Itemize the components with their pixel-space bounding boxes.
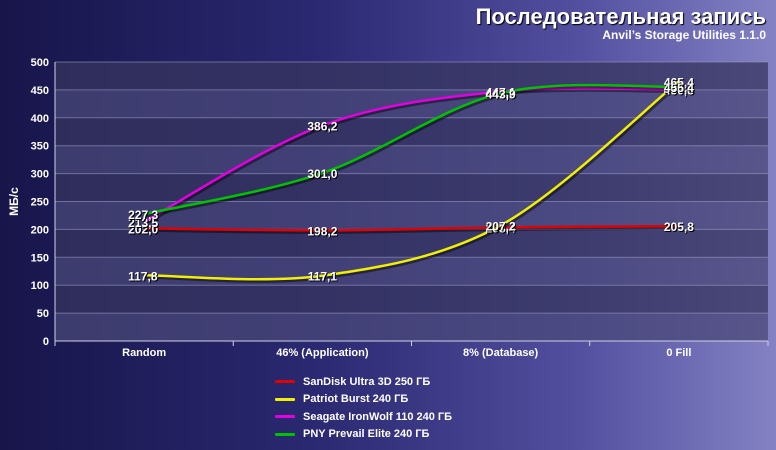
data-label-shadow: 203,4 [487,223,517,237]
plot-band [55,173,768,202]
legend-swatch [275,380,295,384]
data-label-shadow: 117,8 [129,270,159,284]
plot-band [55,313,768,341]
y-tick-label: 150 [31,252,49,264]
data-label: 207,2 [486,219,516,233]
data-label-shadow: 301,0 [308,168,338,182]
data-label-shadow: 227,3 [129,209,159,223]
y-axis-label: МБ/с [7,187,21,216]
data-label: 386,2 [307,120,337,134]
data-label: 447,1 [486,86,516,100]
y-tick-label: 50 [37,308,49,320]
y-tick-label: 450 [31,85,49,97]
y-tick-label: 400 [31,113,49,125]
data-label-shadow: 465,4 [665,76,695,90]
data-label-shadow: 447,1 [487,87,517,101]
series-line-2 [144,80,680,281]
legend-item: Patriot Burst 240 ГБ [275,391,452,409]
legend-item: Seagate IronWolf 110 240 ГБ [275,408,452,426]
data-label: 213,5 [128,216,158,230]
y-tick-label: 100 [31,280,49,292]
chart-subtitle: Anvil’s Storage Utilities 1.1.0 [602,28,766,42]
x-tick-label: 46% (Application) [276,347,369,359]
x-tick-label: 8% (Database) [463,347,539,359]
series-line-shadow [144,87,681,226]
legend-item: PNY Prevail Elite 240 ГБ [275,426,452,444]
data-label-shadow: 117,1 [309,271,339,285]
plot-band [55,145,768,174]
chart-title: Последовательная запись [475,4,766,29]
series-line-3 [143,87,679,223]
plot-band [55,201,768,230]
series-line-shadow [145,84,681,218]
data-label-shadow: 450,8 [665,84,695,98]
data-label: 205,8 [664,220,694,234]
legend-label: PNY Prevail Elite 240 ГБ [303,428,430,441]
legend-label: Seagate IronWolf 110 240 ГБ [303,410,453,423]
legend-swatch [275,397,295,401]
data-label-shadow: 205,8 [665,221,695,235]
data-label: 227,3 [128,208,158,222]
plot-band [55,229,768,258]
series-line-shadow [145,81,682,283]
data-label: 117,1 [308,270,338,284]
data-label: 443,9 [486,87,516,101]
data-label: 301,0 [307,167,337,181]
y-tick-label: 500 [31,57,49,69]
plot-band [55,257,768,286]
data-label: 455,4 [664,81,694,95]
data-label: 450,8 [664,83,694,97]
y-tick-label: 200 [31,224,49,236]
data-label-shadow: 443,9 [487,88,517,102]
data-label-shadow: 455,4 [665,82,695,96]
x-tick-label: 0 Fill [666,347,691,359]
data-label-shadow: 207,2 [487,220,517,234]
data-label-shadow: 202,0 [129,223,159,237]
series-line-shadow [145,225,681,234]
data-label: 117,8 [128,269,158,283]
legend-swatch [275,415,295,419]
legend-label: SanDisk Ultra 3D 250 ГБ [303,375,431,388]
y-tick-label: 350 [31,141,49,153]
data-label: 203,4 [486,222,516,236]
y-tick-label: 0 [43,336,49,348]
data-label-shadow: 198,2 [308,225,338,239]
data-label-shadow: 386,2 [308,121,338,135]
legend-item: SanDisk Ultra 3D 250 ГБ [275,373,452,391]
plot-band [55,285,768,314]
data-label-shadow: 213,5 [129,217,159,231]
chart-legend: SanDisk Ultra 3D 250 ГБ Patriot Burst 240… [275,373,452,443]
x-tick-label: Random [122,347,166,359]
y-tick-label: 300 [31,169,49,181]
data-label: 202,0 [128,222,158,236]
series-line-4 [143,83,679,216]
y-tick-label: 250 [31,197,49,209]
data-label: 198,2 [307,224,337,238]
legend-label: Patriot Burst 240 ГБ [303,393,409,406]
series-line-1 [144,224,679,232]
legend-swatch [275,432,295,436]
data-label: 465,4 [664,75,694,89]
